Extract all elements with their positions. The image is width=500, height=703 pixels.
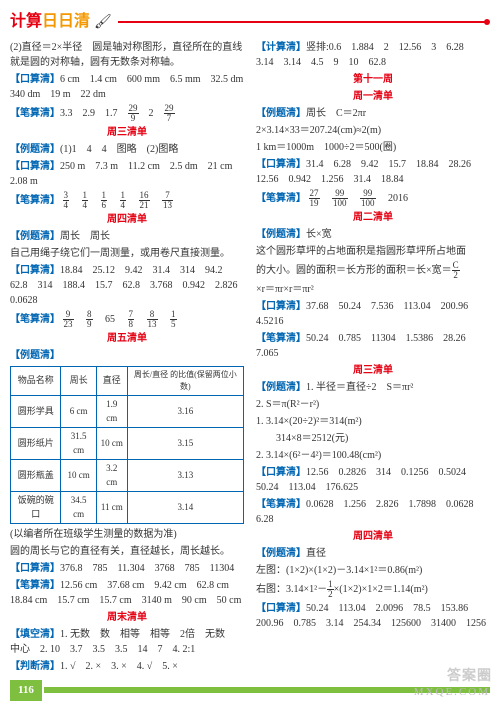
section-label: 【例题清】 bbox=[256, 108, 306, 119]
text: 376.8 785 11.304 3768 785 11304 bbox=[60, 563, 234, 574]
left-column: (2)直径＝2×半径 圆是轴对称图形，直径所在的直线就是圆的对称轴，圆有无数条对… bbox=[10, 40, 244, 676]
title-rule bbox=[118, 21, 487, 23]
section-label: 【笔算清】 bbox=[10, 580, 60, 591]
section-label: 【例题清】 bbox=[256, 382, 306, 393]
text: 直径 bbox=[306, 548, 326, 559]
title-right: 日日清 bbox=[42, 13, 90, 30]
text: 314×8＝2512(元) bbox=[256, 431, 490, 446]
text: 2. S＝π(R²－r²) bbox=[256, 397, 490, 412]
section-label: 【计算清】 bbox=[256, 42, 306, 53]
section-label: 【笔算清】 bbox=[10, 195, 60, 206]
text: 自己用绳子绕它们一周测量，或用卷尺直接测量。 bbox=[10, 246, 244, 261]
section-label: 【例题清】 bbox=[10, 144, 60, 155]
week-header: 周四清单 bbox=[256, 529, 490, 544]
text: 周长 C＝2πr bbox=[306, 108, 366, 119]
text: 左图：(1×2)×(1×2)－3.14×1²＝0.86(m²) bbox=[256, 563, 490, 578]
page-number: 116 bbox=[10, 680, 42, 701]
text: 2×3.14×33＝207.24(cm)≈2(m) bbox=[256, 123, 490, 138]
week-header: 第十一周 bbox=[256, 72, 490, 87]
right-column: 【计算清】竖排:0.6 1.884 2 12.56 3 6.28 3.14 3.… bbox=[256, 40, 490, 676]
week-header: 周五清单 bbox=[10, 331, 244, 346]
text: 1. 3.14×(20÷2)²＝314(m²) bbox=[256, 414, 490, 429]
title-left: 计算 bbox=[10, 13, 42, 30]
week-header: 周四清单 bbox=[10, 212, 244, 227]
section-label: 【口算清】 bbox=[256, 159, 306, 170]
section-label: 【口算清】 bbox=[10, 563, 60, 574]
week-header: 周二清单 bbox=[256, 210, 490, 225]
text: 1. 半径＝直径÷2 S＝πr² bbox=[306, 382, 413, 393]
text: 1 km＝1000m 1000÷2＝500(圈) bbox=[256, 140, 490, 155]
section-label: 【例题清】 bbox=[10, 231, 60, 242]
text: 周长 周长 bbox=[60, 231, 110, 242]
watermark-url: MXQE.COM bbox=[414, 684, 490, 701]
section-label: 【笔算清】 bbox=[256, 193, 306, 204]
text: (以编者所在班级学生测量的数据为准) bbox=[10, 527, 244, 542]
text: 2. 3.14×(6²－4²)＝100.48(cm²) bbox=[256, 448, 490, 463]
section-label: 【口算清】 bbox=[10, 74, 60, 85]
section-label: 【例题清】 bbox=[256, 229, 306, 240]
section-label: 【笔算清】 bbox=[10, 314, 60, 325]
section-label: 【笔算清】 bbox=[256, 499, 306, 510]
text: (1)1 4 4 图略 (2)图略 bbox=[60, 144, 178, 155]
text: 的大小。圆的面积＝长方形的面积＝长×宽＝ bbox=[256, 265, 452, 276]
data-table: 物品名称周长直径周长/直径 的比值(保留两位小数) 圆形学具6 cm1.9 cm… bbox=[10, 366, 244, 524]
section-label: 【判断清】 bbox=[10, 661, 60, 672]
text: 长×宽 bbox=[306, 229, 332, 240]
section-label: 【例题清】 bbox=[256, 548, 306, 559]
text: 圆的周长与它的直径有关，直径越长，周长越长。 bbox=[10, 544, 244, 559]
week-header: 周一清单 bbox=[256, 89, 490, 104]
week-header: 周三清单 bbox=[256, 363, 490, 378]
section-label: 【口算清】 bbox=[10, 161, 60, 172]
section-label: 【口算清】 bbox=[10, 265, 60, 276]
text: ×r＝πr×r＝πr² bbox=[256, 282, 490, 297]
week-header: 周末清单 bbox=[10, 610, 244, 625]
section-label: 【口算清】 bbox=[256, 301, 306, 312]
text: 这个圆形草坪的占地面积是指圆形草坪所占地面 bbox=[256, 244, 490, 259]
week-header: 周三清单 bbox=[10, 125, 244, 140]
text: 1. √ 2. × 3. × 4. √ 5. × bbox=[60, 661, 178, 672]
title-dot bbox=[484, 19, 490, 25]
section-label: 【笔算清】 bbox=[256, 333, 306, 344]
brush-icon: 🖌 bbox=[94, 12, 112, 33]
text: 右图：3.14×1²－ bbox=[256, 584, 327, 595]
section-label: 【填空清】 bbox=[10, 629, 60, 640]
section-label: 【笔算清】 bbox=[10, 108, 60, 119]
section-label: 【例题清】 bbox=[10, 350, 60, 361]
section-label: 【口算清】 bbox=[256, 603, 306, 614]
section-label: 【口算清】 bbox=[256, 467, 306, 478]
text: (2)直径＝2×半径 圆是轴对称图形，直径所在的直线就是圆的对称轴，圆有无数条对… bbox=[10, 40, 244, 70]
text: 3.3 2.9 1.7 bbox=[60, 108, 128, 119]
text: ×(1×2)×1×2＝1.14(m²) bbox=[334, 584, 428, 595]
